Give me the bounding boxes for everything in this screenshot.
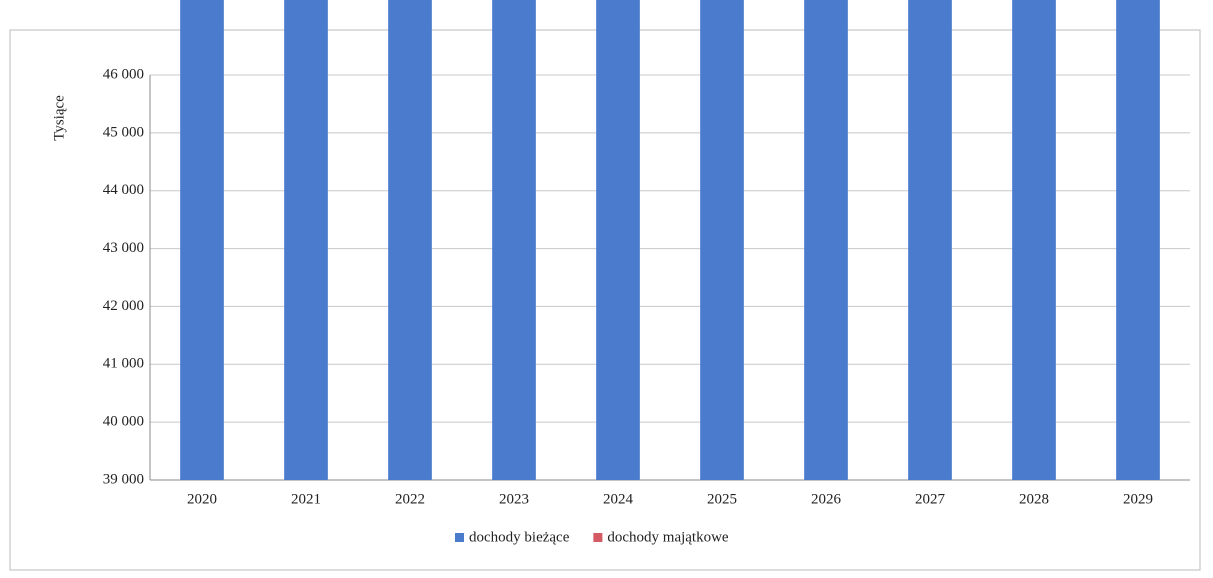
legend-swatch [593,533,603,542]
bar-segment [284,0,328,480]
y-tick-label: 42 000 [103,298,144,314]
x-tick-label: 2021 [291,491,321,507]
legend-swatch [455,533,464,542]
bar-segment [596,0,640,481]
x-tick-label: 2022 [395,491,425,507]
x-tick-label: 2024 [603,491,634,507]
legend-label: dochody bieżące [469,529,570,545]
x-tick-label: 2020 [187,491,217,507]
x-tick-label: 2026 [811,491,842,507]
x-tick-label: 2029 [1123,491,1153,507]
y-tick-label: 46 000 [103,66,144,82]
bar-segment [492,0,536,480]
x-tick-label: 2028 [1019,491,1049,507]
bar-segment [908,0,952,481]
bar-segment [388,0,432,480]
y-tick-label: 40 000 [103,414,144,430]
x-tick-label: 2027 [915,491,946,507]
bar-segment [1012,0,1056,480]
y-tick-label: 39 000 [103,471,144,487]
x-tick-label: 2025 [707,491,737,507]
bar-segment [180,0,224,480]
bar-segment [700,0,744,480]
y-tick-label: 45 000 [103,124,144,140]
y-tick-label: 44 000 [103,182,144,198]
y-tick-label: 43 000 [103,240,144,256]
x-tick-label: 2023 [499,491,529,507]
y-tick-label: 41 000 [103,356,144,372]
y-axis-label: Tysiące [51,95,67,141]
bar-segment [1116,0,1160,480]
legend-label: dochody majątkowe [607,529,729,545]
bar-segment [804,0,848,480]
